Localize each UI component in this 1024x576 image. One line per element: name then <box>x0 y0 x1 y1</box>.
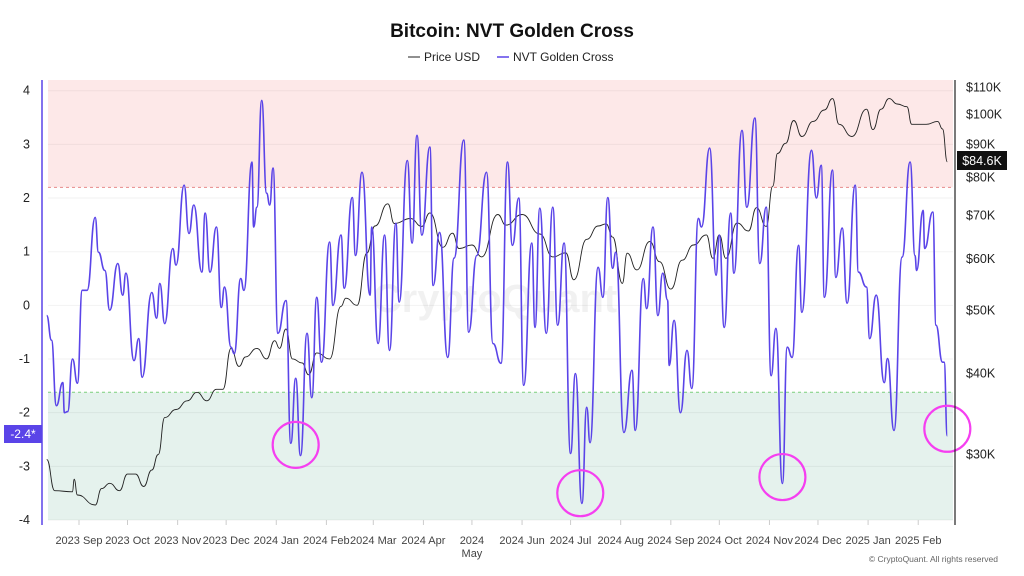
zones <box>48 80 953 520</box>
annotation-circle <box>271 420 320 469</box>
nvt-golden-cross-line <box>45 99 949 505</box>
legend-label-nvt[interactable]: NVT Golden Cross <box>513 50 613 64</box>
left-tick-label: 1 <box>23 245 30 259</box>
x-tick-label: 2025 Jan <box>845 535 890 547</box>
x-tick-label: 2024 <box>460 535 484 547</box>
right-tick-label: $70K <box>966 208 996 222</box>
legend-label-price[interactable]: Price USD <box>424 50 480 64</box>
right-tick-label: $90K <box>966 137 996 151</box>
x-tick-label: 2023 Dec <box>203 535 251 547</box>
nvt-series <box>45 99 949 505</box>
overvalued-zone <box>48 80 953 188</box>
left-tick-label: -1 <box>19 352 30 366</box>
right-tick-label: $40K <box>966 366 996 380</box>
right-tick-label: $110K <box>966 81 1002 95</box>
nvt-last-value: -2.4* <box>10 427 36 441</box>
annotation-circle <box>923 404 972 453</box>
left-axis-ticks: 4 3 2 1 0 -1 -2 -3 -4 <box>19 84 30 527</box>
x-tick-label: 2023 Oct <box>105 535 150 547</box>
x-tick-label: 2024 Mar <box>350 535 397 547</box>
annotations <box>271 404 972 518</box>
undervalued-zone <box>48 392 953 520</box>
watermark: CryptoQuant <box>373 277 617 321</box>
x-tick-label: 2024 Jan <box>254 535 299 547</box>
right-tick-label: $80K <box>966 171 996 185</box>
left-tick-label: -3 <box>19 459 30 473</box>
price-series <box>46 98 948 506</box>
legend: Price USD NVT Golden Cross <box>408 50 613 64</box>
x-axis-ticks: 2023 Sep 2023 Oct 2023 Nov 2023 Dec 2024 Jan… <box>55 520 941 560</box>
chart-title: Bitcoin: NVT Golden Cross <box>390 21 634 42</box>
right-tick-label: $30K <box>966 448 996 462</box>
left-tick-label: 4 <box>23 84 30 98</box>
x-tick-label: 2024 Feb <box>303 535 349 547</box>
nvt-last-value-badge: -2.4* <box>4 425 42 443</box>
left-tick-label: 0 <box>23 298 30 312</box>
x-tick-label: 2023 Sep <box>55 535 102 547</box>
x-tick-label: May <box>462 548 483 560</box>
x-tick-label: 2024 Nov <box>746 535 794 547</box>
right-tick-label: $60K <box>966 252 996 266</box>
x-tick-label: 2025 Feb <box>895 535 941 547</box>
x-tick-label: 2024 Jul <box>550 535 592 547</box>
x-tick-label: 2024 Dec <box>794 535 842 547</box>
right-tick-label: $50K <box>966 303 996 317</box>
x-tick-label: 2024 Oct <box>697 535 742 547</box>
left-tick-label: -4 <box>19 513 30 527</box>
price-usd-line <box>46 98 948 506</box>
x-tick-label: 2023 Nov <box>154 535 202 547</box>
price-last-value-badge: $84.6K <box>957 151 1007 170</box>
copyright: © CryptoQuant. All rights reserved <box>869 554 998 564</box>
right-axis-ticks: $110K $100K $90K $80K $70K $60K $50K $40K $30K <box>966 81 1003 462</box>
price-last-value: $84.6K <box>962 154 1002 168</box>
annotation-circle <box>758 452 807 502</box>
annotation-circle <box>556 469 605 518</box>
x-tick-label: 2024 Apr <box>401 535 445 547</box>
x-tick-label: 2024 Jun <box>499 535 544 547</box>
x-tick-label: 2024 Sep <box>647 535 694 547</box>
x-tick-label: 2024 Aug <box>597 535 644 547</box>
right-tick-label: $100K <box>966 108 1003 122</box>
left-tick-label: 3 <box>23 137 30 151</box>
left-tick-label: 2 <box>23 191 30 205</box>
left-tick-label: -2 <box>19 406 30 420</box>
